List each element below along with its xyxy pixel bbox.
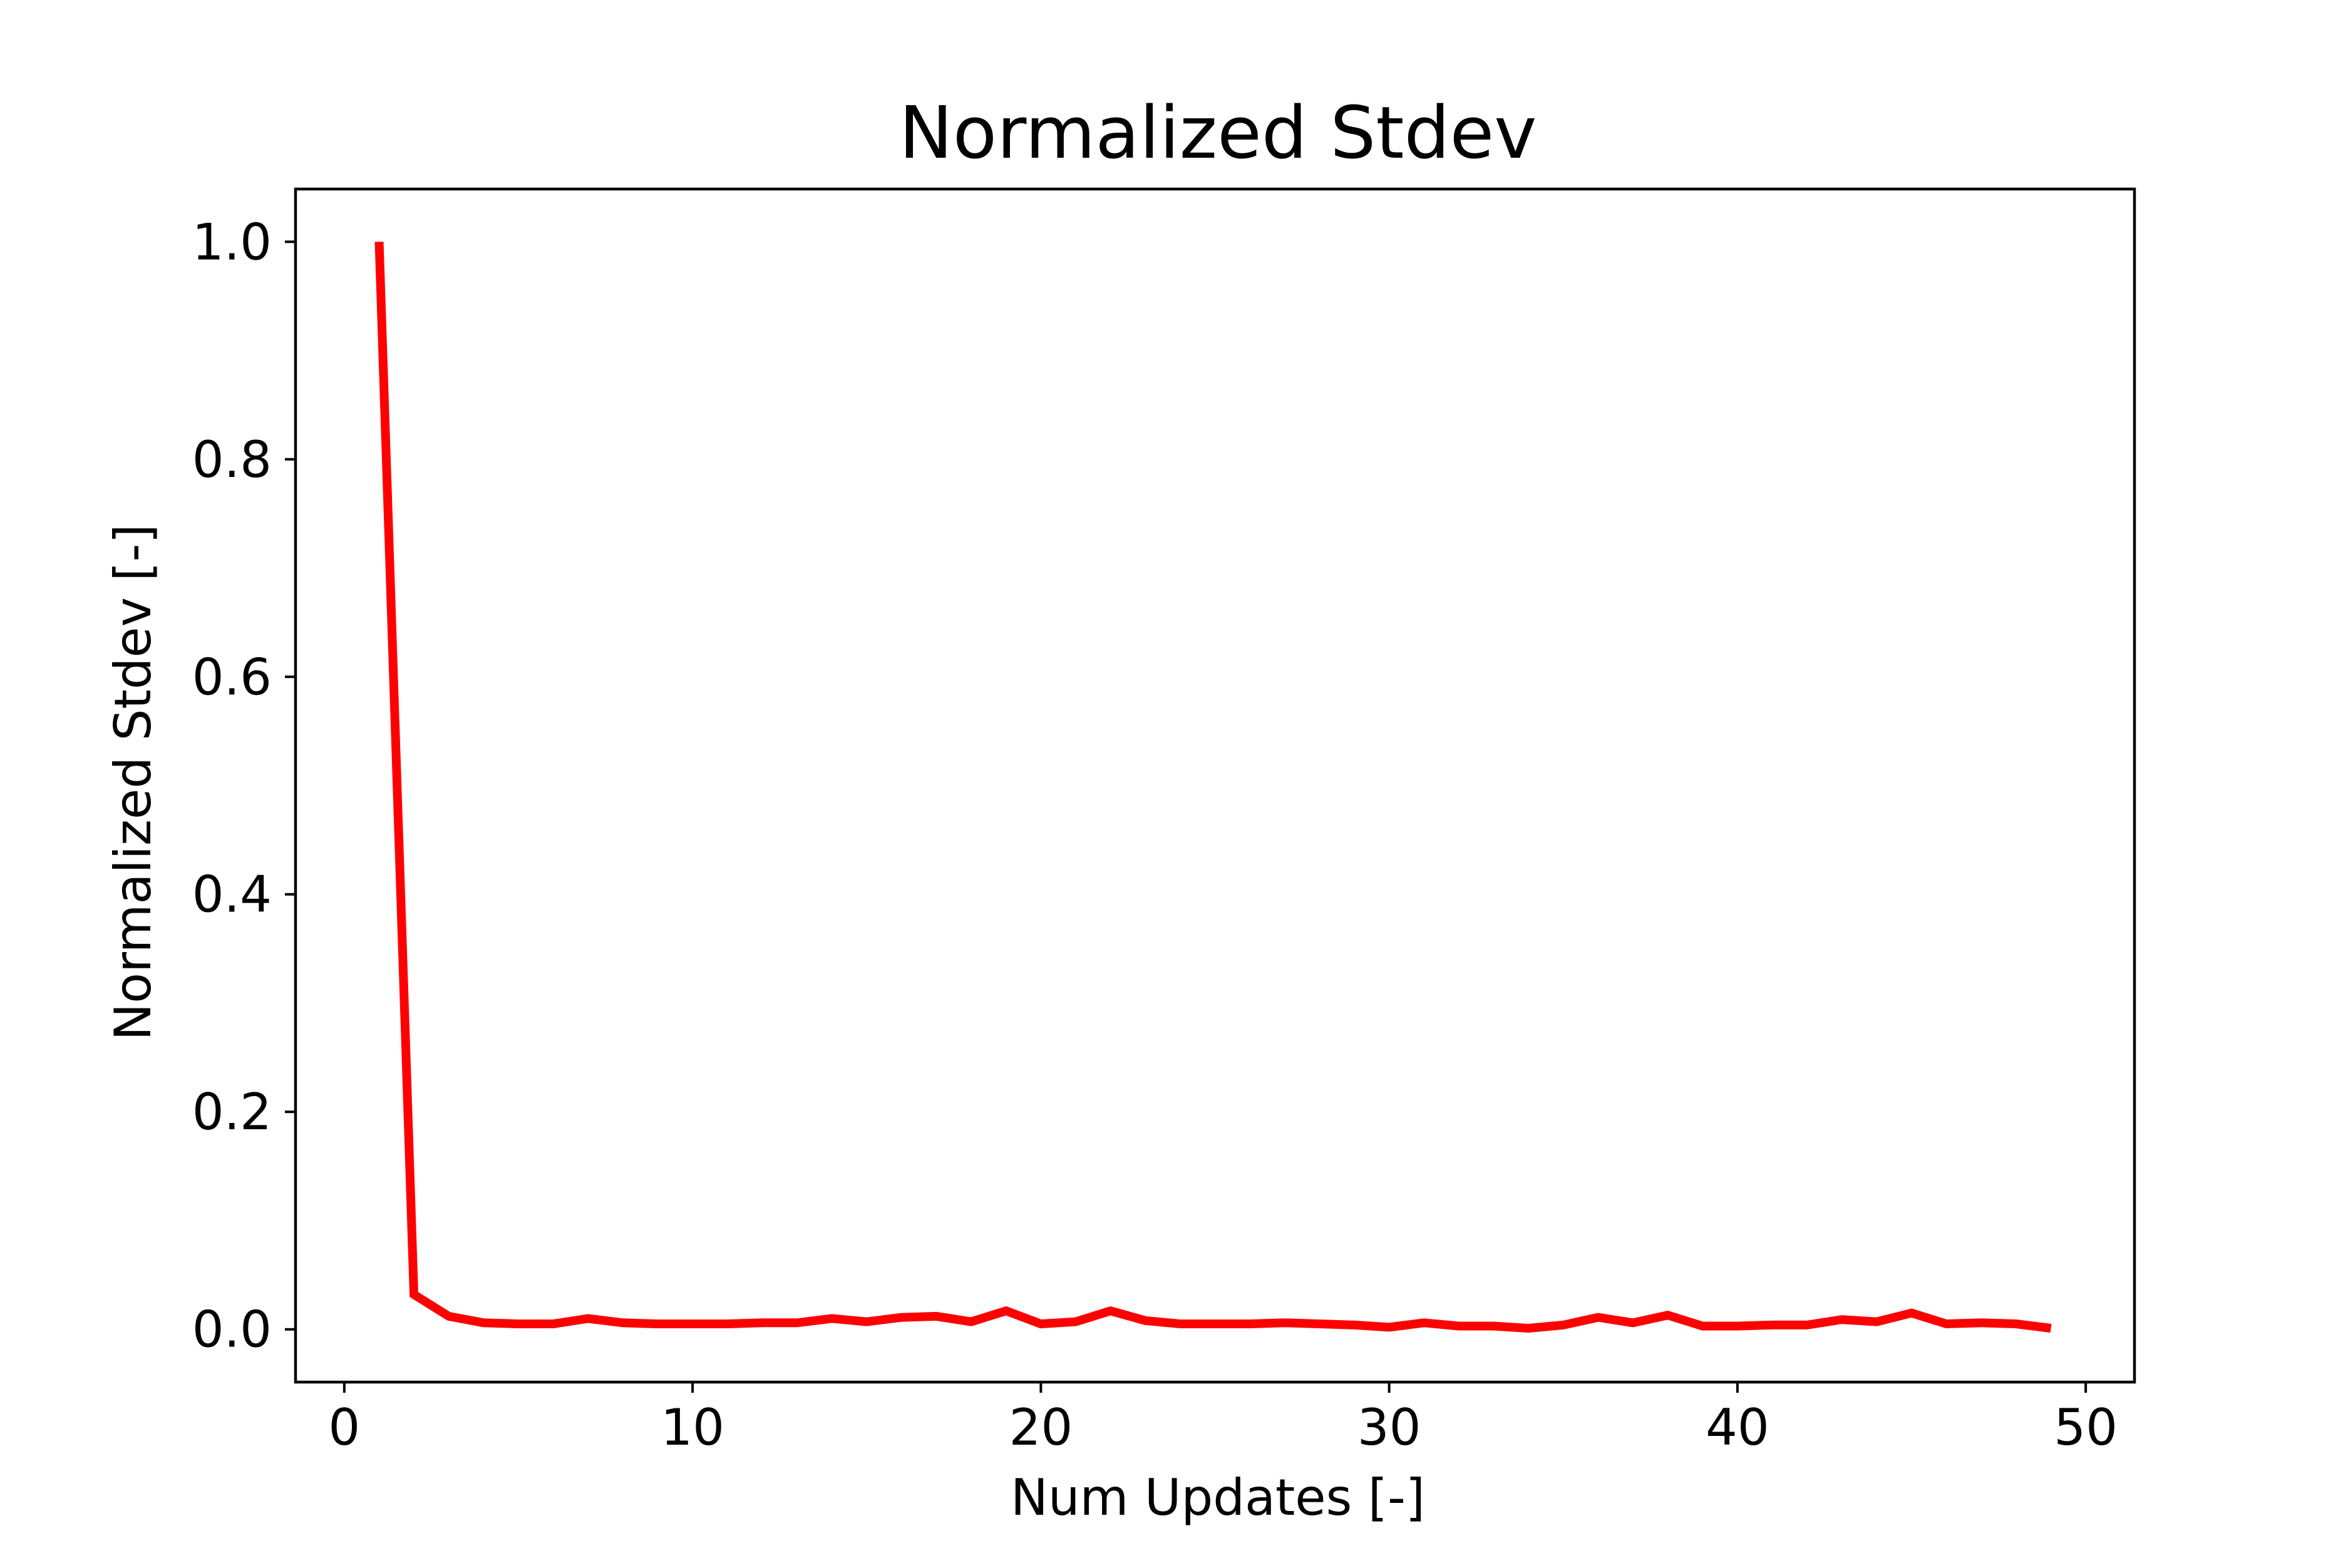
x-tick-label: 10 bbox=[661, 1398, 724, 1457]
chart-title: Normalized Stdev bbox=[899, 91, 1537, 175]
x-tick-label: 20 bbox=[1009, 1398, 1073, 1457]
y-axis-label: Normalized Stdev [-] bbox=[104, 524, 162, 1040]
x-tick-label: 50 bbox=[2054, 1398, 2118, 1457]
x-tick-label: 40 bbox=[1706, 1398, 1769, 1457]
x-axis-label: Num Updates [-] bbox=[1011, 1468, 1425, 1527]
y-tick-label: 0.4 bbox=[192, 866, 272, 924]
y-tick-label: 0.0 bbox=[192, 1301, 272, 1359]
y-tick-label: 0.2 bbox=[192, 1083, 272, 1141]
y-axis-ticks: 0.0 0.2 0.4 0.6 0.8 1.0 bbox=[192, 213, 296, 1359]
y-tick-label: 1.0 bbox=[192, 213, 272, 271]
series-line bbox=[374, 242, 2052, 1333]
x-tick-label: 0 bbox=[328, 1398, 360, 1457]
plot-area-frame bbox=[294, 187, 2136, 1384]
y-tick-label: 0.6 bbox=[192, 648, 272, 706]
x-tick-label: 30 bbox=[1357, 1398, 1421, 1457]
y-tick-label: 0.8 bbox=[192, 431, 272, 489]
x-axis-ticks: 0 10 20 30 40 50 bbox=[328, 1382, 2118, 1457]
